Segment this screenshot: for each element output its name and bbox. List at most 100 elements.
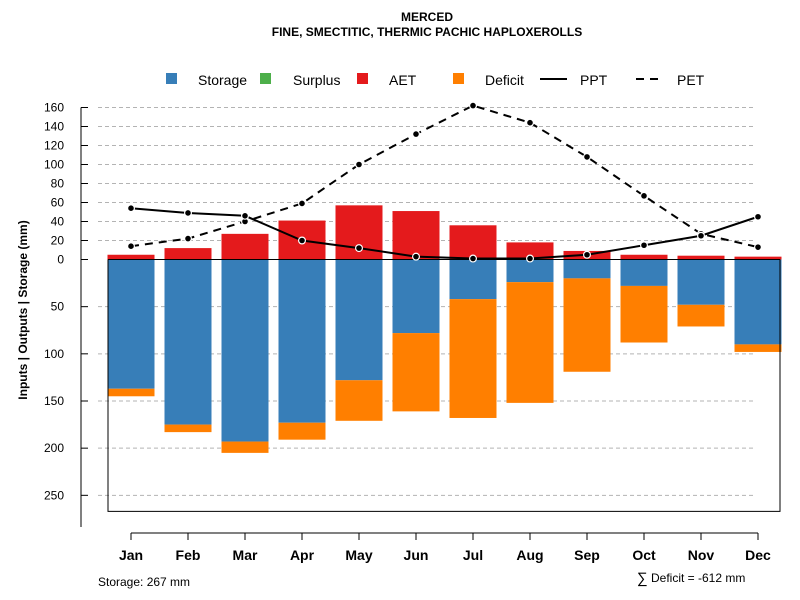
legend-label-aet: AET (389, 72, 417, 88)
point-ppt-apr (298, 236, 307, 245)
point-ppt-jan (126, 204, 135, 213)
legend-label-storage: Storage (198, 72, 247, 88)
bar-storage-mar (221, 259, 269, 442)
point-ppt-jun (412, 252, 421, 261)
y-tick-label: 20 (51, 234, 65, 248)
point-ppt-jul (469, 254, 478, 263)
x-tick-label-jul: Jul (463, 547, 483, 563)
bar-aet-dec (734, 256, 782, 260)
y-tick-label: 50 (51, 300, 65, 314)
point-pet-jan (126, 242, 135, 251)
legend-label-ppt: PPT (580, 72, 608, 88)
bar-aet-oct (620, 254, 668, 260)
bar-storage-feb (164, 259, 212, 425)
legend-label-surplus: Surplus (293, 72, 340, 88)
y-axis-title: Inputs | Outputs | Storage (mm) (16, 220, 30, 399)
y-tick-label: 40 (51, 215, 65, 229)
x-tick-label-may: May (345, 547, 372, 563)
plot-frame (107, 259, 781, 512)
y-tick-label: 250 (44, 488, 64, 502)
legend-item-deficit: Deficit (453, 72, 524, 88)
bar-deficit-dec (734, 344, 782, 352)
x-tick-label-apr: Apr (290, 547, 315, 563)
y-tick-label: 140 (44, 120, 64, 134)
bar-storage-sep (563, 259, 611, 279)
x-tick-label-nov: Nov (688, 547, 715, 563)
bar-deficit-jul (449, 299, 497, 418)
legend-swatch-storage (166, 73, 177, 84)
bar-deficit-oct (620, 285, 668, 343)
storage-total: Storage: 267 mm (98, 575, 190, 589)
x-tick-label-jun: Jun (404, 547, 429, 563)
bar-deficit-jan (107, 388, 155, 397)
legend-item-pet: PET (636, 72, 705, 88)
point-pet-may (355, 160, 364, 169)
point-ppt-sep (582, 250, 591, 259)
x-tick-label-feb: Feb (176, 547, 201, 563)
chart-subtitle: FINE, SMECTITIC, THERMIC PACHIC HAPLOXER… (272, 25, 582, 39)
y-tick-label: 200 (44, 441, 64, 455)
bar-deficit-jun (392, 333, 440, 412)
bar-aet-jan (107, 254, 155, 260)
chart-title: MERCED (401, 10, 453, 24)
line-ppt (130, 207, 759, 260)
y-tick-label: 80 (51, 177, 65, 191)
point-pet-feb (184, 234, 193, 243)
bars (107, 205, 782, 453)
y-tick-label: 150 (44, 394, 64, 408)
bar-deficit-may (335, 380, 383, 421)
x-tick-label-dec: Dec (745, 547, 771, 563)
bar-storage-jun (392, 259, 440, 334)
legend-item-aet: AET (357, 72, 417, 88)
point-pet-dec (753, 243, 762, 252)
bar-storage-oct (620, 259, 668, 286)
bar-aet-nov (677, 255, 725, 260)
point-ppt-dec (753, 212, 762, 221)
bar-storage-apr (278, 259, 326, 423)
point-pet-jun (412, 130, 421, 139)
x-tick-label-jan: Jan (119, 547, 143, 563)
legend: Storage Surplus AET Deficit PPT PET (166, 72, 705, 88)
y-tick-label: 100 (44, 347, 64, 361)
y-tick-label: 160 (44, 101, 64, 115)
legend-item-ppt: PPT (540, 72, 608, 88)
bar-storage-jul (449, 259, 497, 300)
y-axis: 0 20 40 60 80 100 120 140 160 50 100 150 200 250 (44, 101, 88, 527)
point-pet-oct (639, 191, 648, 200)
bar-aet-feb (164, 248, 212, 260)
bar-aet-aug (506, 242, 554, 260)
point-ppt-oct (639, 241, 648, 250)
bar-deficit-nov (677, 304, 725, 327)
point-ppt-mar (241, 211, 250, 220)
bar-storage-jan (107, 259, 155, 389)
y-tick-label: 0 (57, 253, 64, 267)
point-pet-sep (582, 152, 591, 161)
bar-aet-mar (221, 233, 269, 260)
x-tick-label-sep: Sep (574, 547, 600, 563)
bar-storage-dec (734, 259, 782, 345)
series-lines (126, 101, 762, 263)
bar-deficit-feb (164, 424, 212, 433)
bar-deficit-sep (563, 278, 611, 372)
deficit-total: Deficit = -612 mm (651, 571, 745, 585)
legend-item-storage: Storage (166, 72, 247, 88)
legend-swatch-surplus (260, 73, 271, 84)
legend-label-deficit: Deficit (485, 72, 524, 88)
point-ppt-aug (525, 254, 534, 263)
x-axis: Jan Feb Mar Apr May Jun Jul Aug Sep Oct Nov Dec (119, 532, 771, 563)
point-ppt-may (355, 244, 364, 253)
bar-storage-may (335, 259, 383, 381)
bar-storage-nov (677, 259, 725, 305)
storage-box-outline (107, 259, 781, 512)
legend-swatch-aet (357, 73, 368, 84)
sum-symbol: ∑ (637, 570, 648, 587)
y-tick-label: 120 (44, 139, 64, 153)
point-ppt-feb (184, 208, 193, 217)
point-pet-jul (469, 101, 478, 110)
point-ppt-nov (696, 231, 705, 240)
x-tick-label-aug: Aug (516, 547, 543, 563)
legend-label-pet: PET (677, 72, 705, 88)
legend-item-surplus: Surplus (260, 72, 340, 88)
point-pet-apr (298, 199, 307, 208)
